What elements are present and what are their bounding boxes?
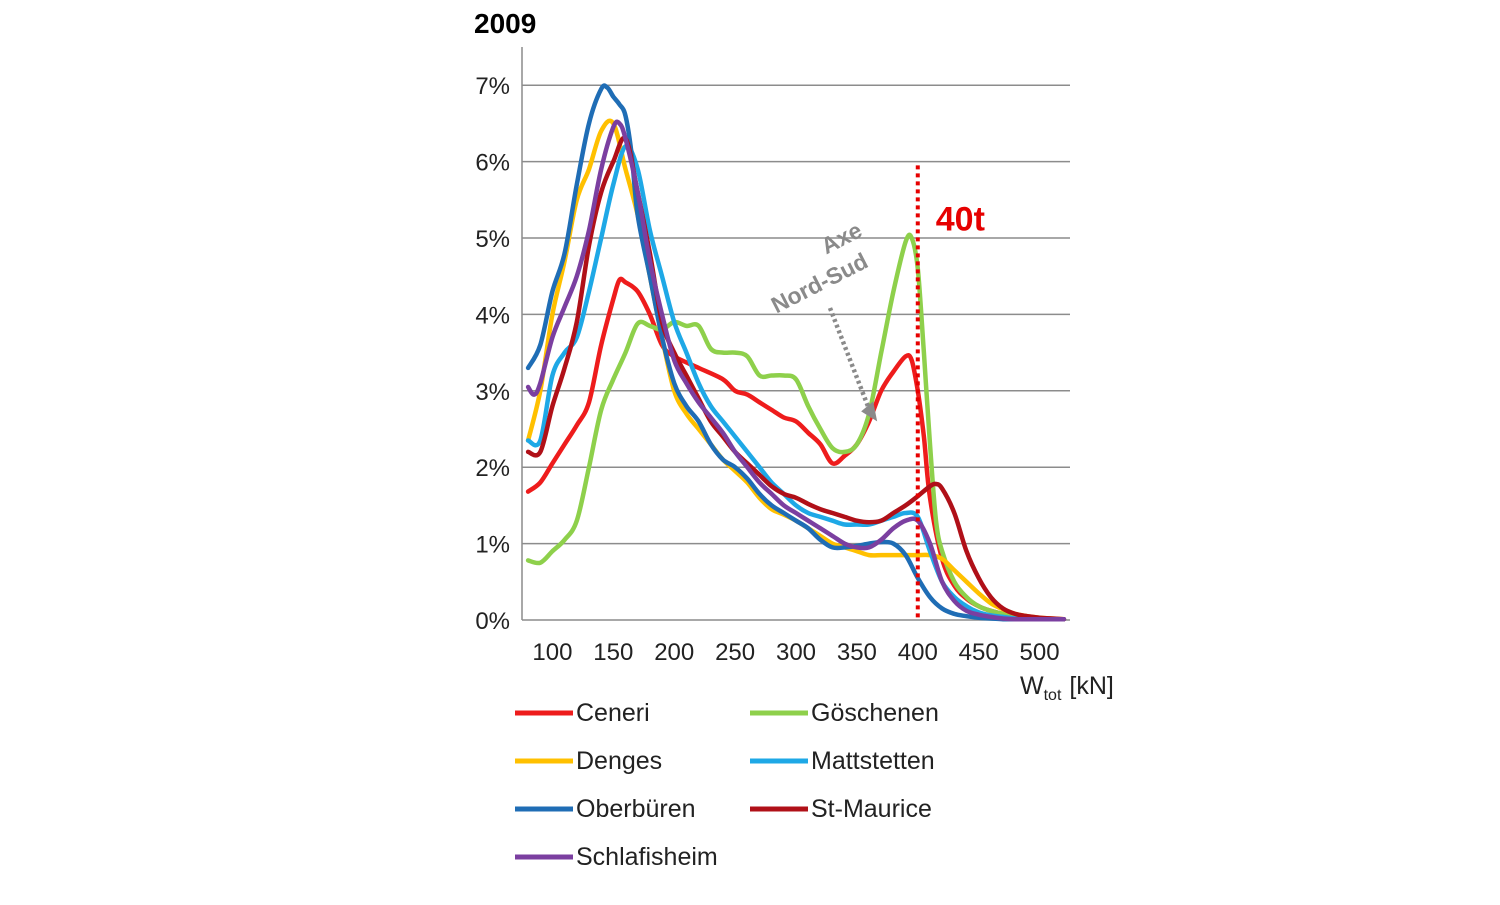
series-line-schlafisheim (525, 119, 1067, 622)
x-axis-label-main: W (1020, 672, 1044, 700)
legend-label-st-maurice: St-Maurice (811, 795, 932, 823)
legend-label-mattstetten: Mattstetten (811, 747, 935, 775)
x-tick-label: 500 (1020, 639, 1060, 666)
y-tick-label: 3% (475, 379, 510, 406)
y-tick-label: 6% (475, 150, 510, 177)
annotation-arrow (827, 307, 872, 411)
legend-label-oberb-ren: Oberbüren (576, 795, 696, 823)
y-tick-label: 1% (475, 532, 510, 559)
reference-label: 40t (936, 200, 985, 238)
legend-label-g-schenen: Göschenen (811, 699, 939, 727)
chart-title: 2009 (474, 8, 536, 39)
x-tick-label: 100 (532, 639, 572, 666)
x-tick-label: 450 (959, 639, 999, 666)
y-tick-label: 4% (475, 302, 510, 329)
y-tick-label: 5% (475, 226, 510, 253)
annotation-line2: Nord-Sud (767, 248, 872, 319)
x-axis-label: Wtot [kN] (1020, 672, 1114, 704)
legend-label-schlafisheim: Schlafisheim (576, 843, 718, 871)
x-axis-label-sub: tot (1044, 687, 1062, 704)
x-tick-labels: 100 150 200 250 300 350 400 450 500 (532, 639, 1059, 666)
y-tick-label: 0% (475, 608, 510, 635)
legend-label-denges: Denges (576, 747, 662, 775)
legend: Ceneri Göschenen Denges Mattstetten Oberbüre… (515, 699, 939, 871)
x-axis-label-unit: [kN] (1069, 672, 1113, 700)
x-tick-label: 200 (654, 639, 694, 666)
series-line-ceneri (525, 276, 1067, 622)
x-tick-label: 300 (776, 639, 816, 666)
x-tick-label: 150 (593, 639, 633, 666)
x-tick-label: 250 (715, 639, 755, 666)
annotation-arrowhead (861, 401, 878, 422)
y-tick-label: 7% (475, 73, 510, 100)
x-tick-label: 400 (898, 639, 938, 666)
series-line-g-schenen (525, 232, 1067, 622)
y-tick-labels: 0% 1% 2% 3% 4% 5% 6% 7% (475, 73, 510, 635)
y-tick-label: 2% (475, 455, 510, 482)
series-line-st-maurice (525, 135, 1067, 622)
series-lines (525, 83, 1067, 622)
series-line-oberb-ren (525, 83, 1067, 622)
x-tick-label: 350 (837, 639, 877, 666)
legend-label-ceneri: Ceneri (576, 699, 650, 727)
series-line-mattstetten (525, 143, 1067, 622)
